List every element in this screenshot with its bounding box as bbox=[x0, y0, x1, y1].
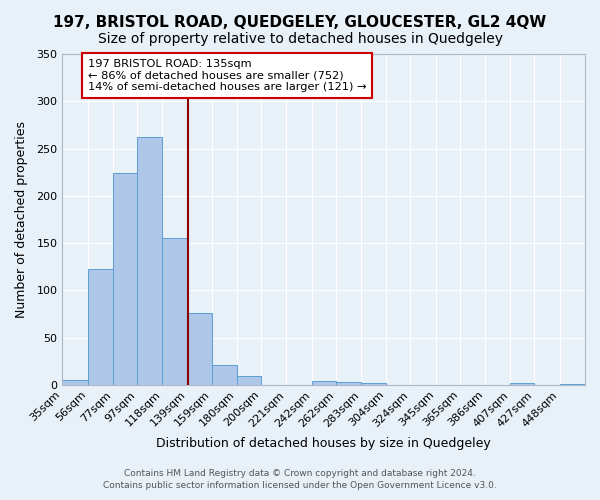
X-axis label: Distribution of detached houses by size in Quedgeley: Distribution of detached houses by size … bbox=[156, 437, 491, 450]
Text: Contains HM Land Registry data © Crown copyright and database right 2024.
Contai: Contains HM Land Registry data © Crown c… bbox=[103, 468, 497, 490]
Bar bbox=[113, 173, 137, 385]
Bar bbox=[188, 313, 212, 385]
Bar bbox=[237, 376, 261, 385]
Bar bbox=[62, 380, 88, 385]
Bar bbox=[311, 381, 336, 385]
Bar bbox=[88, 268, 113, 385]
Bar bbox=[511, 383, 535, 385]
Bar bbox=[560, 384, 585, 385]
Text: 197, BRISTOL ROAD, QUEDGELEY, GLOUCESTER, GL2 4QW: 197, BRISTOL ROAD, QUEDGELEY, GLOUCESTER… bbox=[53, 15, 547, 30]
Bar bbox=[361, 383, 386, 385]
Text: Size of property relative to detached houses in Quedgeley: Size of property relative to detached ho… bbox=[97, 32, 503, 46]
Bar bbox=[336, 382, 361, 385]
Y-axis label: Number of detached properties: Number of detached properties bbox=[15, 121, 28, 318]
Text: 197 BRISTOL ROAD: 135sqm
← 86% of detached houses are smaller (752)
14% of semi-: 197 BRISTOL ROAD: 135sqm ← 86% of detach… bbox=[88, 58, 366, 92]
Bar bbox=[212, 365, 237, 385]
Bar bbox=[162, 238, 188, 385]
Bar bbox=[137, 137, 162, 385]
